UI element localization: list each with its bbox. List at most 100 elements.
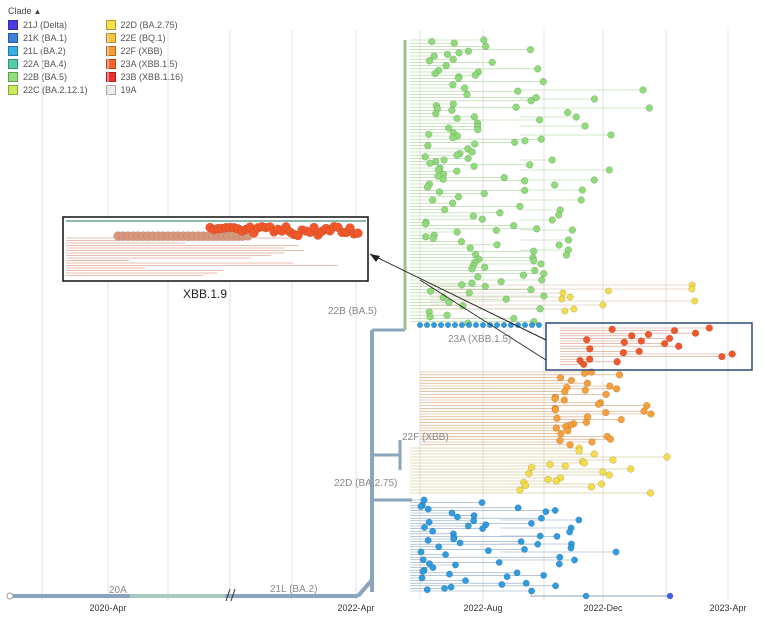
- legend-header[interactable]: Clade ▲: [8, 6, 183, 16]
- tip-node: [555, 241, 563, 249]
- legend-item[interactable]: 22A (BA.4): [8, 58, 88, 69]
- tip-node: [590, 450, 598, 458]
- legend-label: 19A: [120, 84, 137, 95]
- tip-node: [458, 281, 466, 289]
- clade-label-21l: 21L (BA.2): [270, 584, 317, 595]
- tip-node: [660, 339, 669, 348]
- connector-line: [369, 253, 547, 341]
- tip-node: [453, 151, 461, 159]
- time-axis: 2020-Apr 2022-Apr 2022-Aug 2022-Dec 2023…: [89, 603, 746, 613]
- legend-item[interactable]: 22F (XBB): [105, 45, 184, 56]
- tip-node: [691, 297, 699, 305]
- chevron-up-icon[interactable]: ▲: [33, 7, 42, 16]
- tip-node: [556, 373, 565, 382]
- tip-node: [442, 61, 450, 70]
- tip-node: [458, 321, 466, 329]
- tip-node: [663, 453, 671, 461]
- tip-node: [688, 285, 696, 293]
- tip-node: [419, 568, 427, 575]
- tip-node: [466, 244, 474, 252]
- tip-node: [586, 355, 594, 363]
- tip-node: [424, 505, 432, 513]
- tip-node: [430, 52, 438, 60]
- tip-node: [480, 189, 488, 198]
- legend-item[interactable]: 23A (XBB.1.5): [105, 58, 184, 69]
- tip-node: [526, 45, 535, 54]
- tip-node: [558, 295, 566, 303]
- tip-node: [594, 400, 603, 408]
- tip-node: [571, 556, 578, 564]
- tip-node: [539, 77, 547, 86]
- axis-tick-label: 2023-Apr: [709, 603, 746, 613]
- legend-item[interactable]: 21K (BA.1): [8, 32, 88, 43]
- tip-node: [602, 408, 610, 417]
- tip-node: [564, 427, 572, 435]
- legend-label: 23B (XBB.1.16): [120, 71, 184, 82]
- tip-node: [484, 547, 492, 555]
- tip-node: [416, 321, 424, 329]
- tip-node: [532, 93, 540, 102]
- tip-node: [442, 551, 450, 559]
- tip-node: [552, 477, 560, 485]
- tip-node: [425, 57, 434, 65]
- tip-node: [430, 321, 438, 329]
- tip-node: [435, 188, 444, 196]
- tip-node: [561, 462, 569, 470]
- tip-node: [521, 186, 529, 195]
- tip-node: [602, 390, 610, 399]
- legend-swatch: [105, 32, 116, 43]
- legend-item[interactable]: 21J (Delta): [8, 19, 88, 30]
- tip-node: [496, 209, 504, 217]
- inset-caption: XBB.1.9: [183, 287, 227, 301]
- tip-node: [615, 371, 624, 379]
- root-node: [6, 592, 14, 600]
- tip-node: [455, 49, 463, 57]
- tip-node: [643, 401, 651, 410]
- tip-node: [552, 424, 561, 432]
- tip-node: [495, 558, 503, 566]
- clade-legend: Clade ▲ 21J (Delta) 21K (BA.1) 21L (BA.2) 22…: [8, 6, 183, 95]
- tip-node: [705, 324, 713, 332]
- legend-item[interactable]: 22E (BQ.1): [105, 32, 184, 43]
- tip-node: [421, 153, 429, 161]
- legend-item[interactable]: 21L (BA.2): [8, 45, 88, 56]
- tip-node: [570, 305, 578, 313]
- tip-node: [605, 166, 613, 174]
- tip-node: [590, 95, 599, 103]
- tip-node: [479, 525, 487, 533]
- tip-node: [608, 325, 616, 333]
- tip-node: [530, 257, 538, 265]
- tip-node: [463, 90, 471, 99]
- legend-item[interactable]: 22C (BA.2.12.1): [8, 84, 88, 95]
- legend-swatch: [8, 58, 18, 69]
- legend-item[interactable]: 19A: [105, 84, 184, 95]
- tip-node: [553, 414, 561, 422]
- tip-node: [561, 307, 569, 315]
- tip-node: [563, 108, 572, 117]
- tip-node: [617, 415, 625, 424]
- tip-node: [447, 583, 455, 591]
- tip-node: [457, 237, 466, 246]
- legend-item[interactable]: 22D (BA.2.75): [105, 19, 184, 30]
- tip-node: [423, 586, 431, 594]
- legend-label: 21J (Delta): [23, 19, 68, 30]
- tip-node: [516, 202, 524, 211]
- clade-label-23a: 23A (XBB.1.5): [448, 334, 511, 345]
- tip-node: [488, 58, 496, 67]
- tip-node: [582, 418, 591, 427]
- tip-node: [493, 321, 501, 329]
- tip-node: [449, 133, 457, 142]
- tip-node: [728, 350, 736, 358]
- tip-node: [556, 436, 564, 445]
- tip-node: [472, 321, 480, 329]
- legend-item[interactable]: 22B (BA.5): [8, 71, 88, 82]
- legend-item[interactable]: 23B (XBB.1.16): [105, 71, 184, 82]
- tip-node: [453, 167, 461, 175]
- tip-node: [609, 456, 617, 464]
- tip-node: [546, 460, 554, 469]
- highlight-box: [545, 322, 753, 371]
- tip-node: [540, 571, 548, 579]
- tip-node: [537, 135, 545, 143]
- tip-node: [581, 369, 589, 378]
